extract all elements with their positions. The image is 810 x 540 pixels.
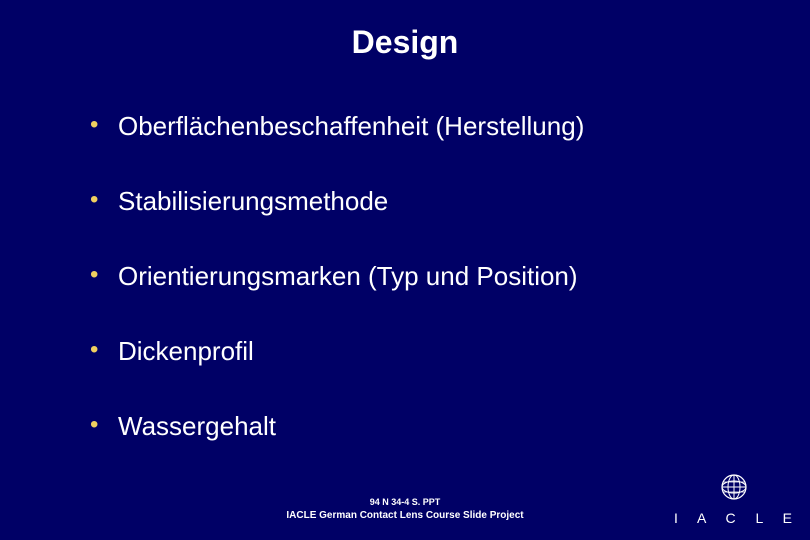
bullet-item: Oberflächenbeschaffenheit (Herstellung) bbox=[90, 111, 750, 142]
bullet-item: Stabilisierungsmethode bbox=[90, 186, 750, 217]
bullet-item: Wassergehalt bbox=[90, 411, 750, 442]
globe-icon bbox=[720, 473, 748, 506]
bullet-list: Oberflächenbeschaffenheit (Herstellung) … bbox=[90, 111, 750, 442]
slide-container: Design Oberflächenbeschaffenheit (Herste… bbox=[0, 0, 810, 540]
bullet-item: Orientierungsmarken (Typ und Position) bbox=[90, 261, 750, 292]
brand-text: I A C L E bbox=[674, 510, 800, 526]
slide-title: Design bbox=[60, 24, 750, 61]
bullet-item: Dickenprofil bbox=[90, 336, 750, 367]
brand-block: I A C L E bbox=[668, 473, 800, 526]
